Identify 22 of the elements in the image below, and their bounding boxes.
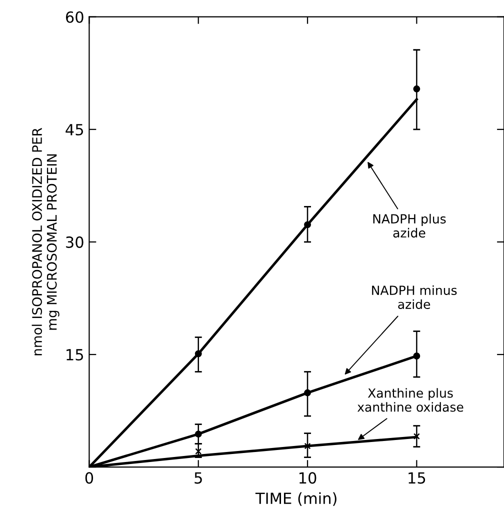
point [413,352,420,360]
point [194,350,202,358]
annotation: NADPH plus azide [373,214,446,238]
x-tick-label: 15 [408,472,426,484]
point [195,448,202,455]
x-axis-title: TIME (min) [255,492,336,506]
x-tick-label: 10 [299,472,316,484]
point [304,221,311,228]
point [413,433,420,440]
y-tick-label: 30 [66,236,84,248]
annotation: NADPH minus azide [372,285,457,309]
point [304,442,311,450]
y-tick-label: 45 [66,124,84,136]
y-tick-label: 60 [66,11,84,23]
point [194,430,202,438]
y-tick-label: 15 [66,349,84,361]
point [304,389,311,396]
x-tick-label: 5 [194,472,202,484]
y-axis-title: nmol ISOPROPANOL OXIDIZED PER mg MICROSOMAL PROTEIN [32,128,60,356]
annotation: Xanthine plus xanthine oxidase [357,388,464,412]
x-tick-label: 0 [85,472,94,484]
point [413,85,420,92]
